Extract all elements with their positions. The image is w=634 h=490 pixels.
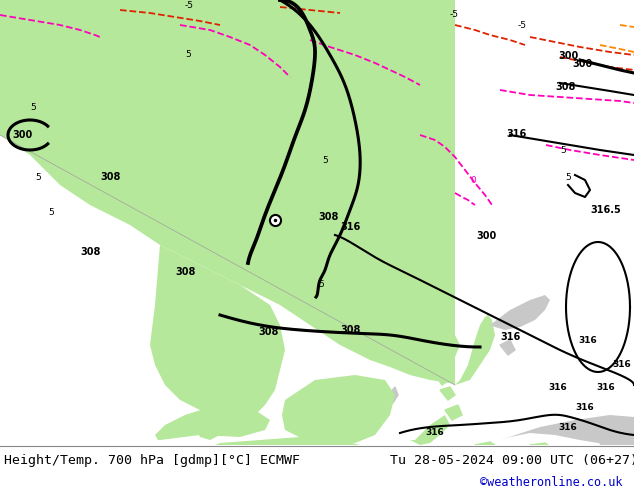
Polygon shape bbox=[215, 437, 360, 445]
Polygon shape bbox=[445, 405, 462, 420]
Text: 300: 300 bbox=[572, 59, 592, 69]
Text: 316: 316 bbox=[612, 360, 631, 369]
Polygon shape bbox=[389, 387, 398, 403]
Text: 5: 5 bbox=[322, 156, 328, 165]
Text: 5: 5 bbox=[185, 50, 191, 59]
Text: -5: -5 bbox=[450, 10, 459, 19]
Text: -5: -5 bbox=[518, 21, 527, 30]
Text: 316: 316 bbox=[425, 428, 444, 437]
Polygon shape bbox=[440, 387, 455, 400]
Polygon shape bbox=[435, 370, 450, 385]
Text: 300: 300 bbox=[558, 51, 578, 61]
Text: 316: 316 bbox=[596, 383, 615, 392]
Text: 5: 5 bbox=[35, 173, 41, 182]
Text: Height/Temp. 700 hPa [gdmp][°C] ECMWF: Height/Temp. 700 hPa [gdmp][°C] ECMWF bbox=[4, 454, 300, 466]
Polygon shape bbox=[282, 375, 395, 445]
Text: 316: 316 bbox=[500, 332, 521, 342]
Text: ©weatheronline.co.uk: ©weatheronline.co.uk bbox=[480, 475, 623, 489]
Text: 316: 316 bbox=[506, 129, 526, 139]
Polygon shape bbox=[155, 405, 270, 440]
Text: 316: 316 bbox=[578, 336, 597, 345]
Polygon shape bbox=[600, 440, 634, 445]
Text: -5: -5 bbox=[185, 1, 194, 10]
Polygon shape bbox=[455, 315, 495, 385]
Text: 300: 300 bbox=[476, 231, 496, 241]
Text: 308: 308 bbox=[80, 247, 100, 257]
Text: 308: 308 bbox=[340, 325, 360, 335]
Polygon shape bbox=[195, 410, 225, 440]
Text: 316: 316 bbox=[548, 383, 567, 392]
Text: 308: 308 bbox=[100, 172, 120, 182]
Text: 316.5: 316.5 bbox=[590, 205, 621, 215]
Text: 0: 0 bbox=[470, 176, 476, 185]
Text: Tu 28-05-2024 09:00 UTC (06+27): Tu 28-05-2024 09:00 UTC (06+27) bbox=[390, 454, 634, 466]
Text: 5: 5 bbox=[48, 208, 54, 217]
Text: 300: 300 bbox=[12, 130, 32, 140]
Text: 316: 316 bbox=[340, 222, 360, 232]
Polygon shape bbox=[500, 340, 515, 355]
Text: 5: 5 bbox=[318, 280, 324, 289]
Polygon shape bbox=[0, 0, 455, 385]
Text: 5: 5 bbox=[30, 103, 36, 112]
Text: 308: 308 bbox=[175, 267, 195, 277]
Text: 308: 308 bbox=[318, 212, 339, 222]
Text: 316: 316 bbox=[575, 403, 594, 412]
Polygon shape bbox=[490, 295, 550, 330]
Polygon shape bbox=[150, 245, 285, 420]
Text: 5: 5 bbox=[560, 146, 566, 155]
Text: 308: 308 bbox=[258, 327, 278, 337]
Text: 316: 316 bbox=[558, 423, 577, 432]
Text: 308: 308 bbox=[555, 82, 576, 92]
Text: 5: 5 bbox=[565, 173, 571, 182]
Polygon shape bbox=[428, 335, 460, 370]
Polygon shape bbox=[500, 415, 634, 445]
Polygon shape bbox=[410, 415, 450, 445]
Polygon shape bbox=[475, 442, 495, 445]
Polygon shape bbox=[530, 443, 548, 445]
